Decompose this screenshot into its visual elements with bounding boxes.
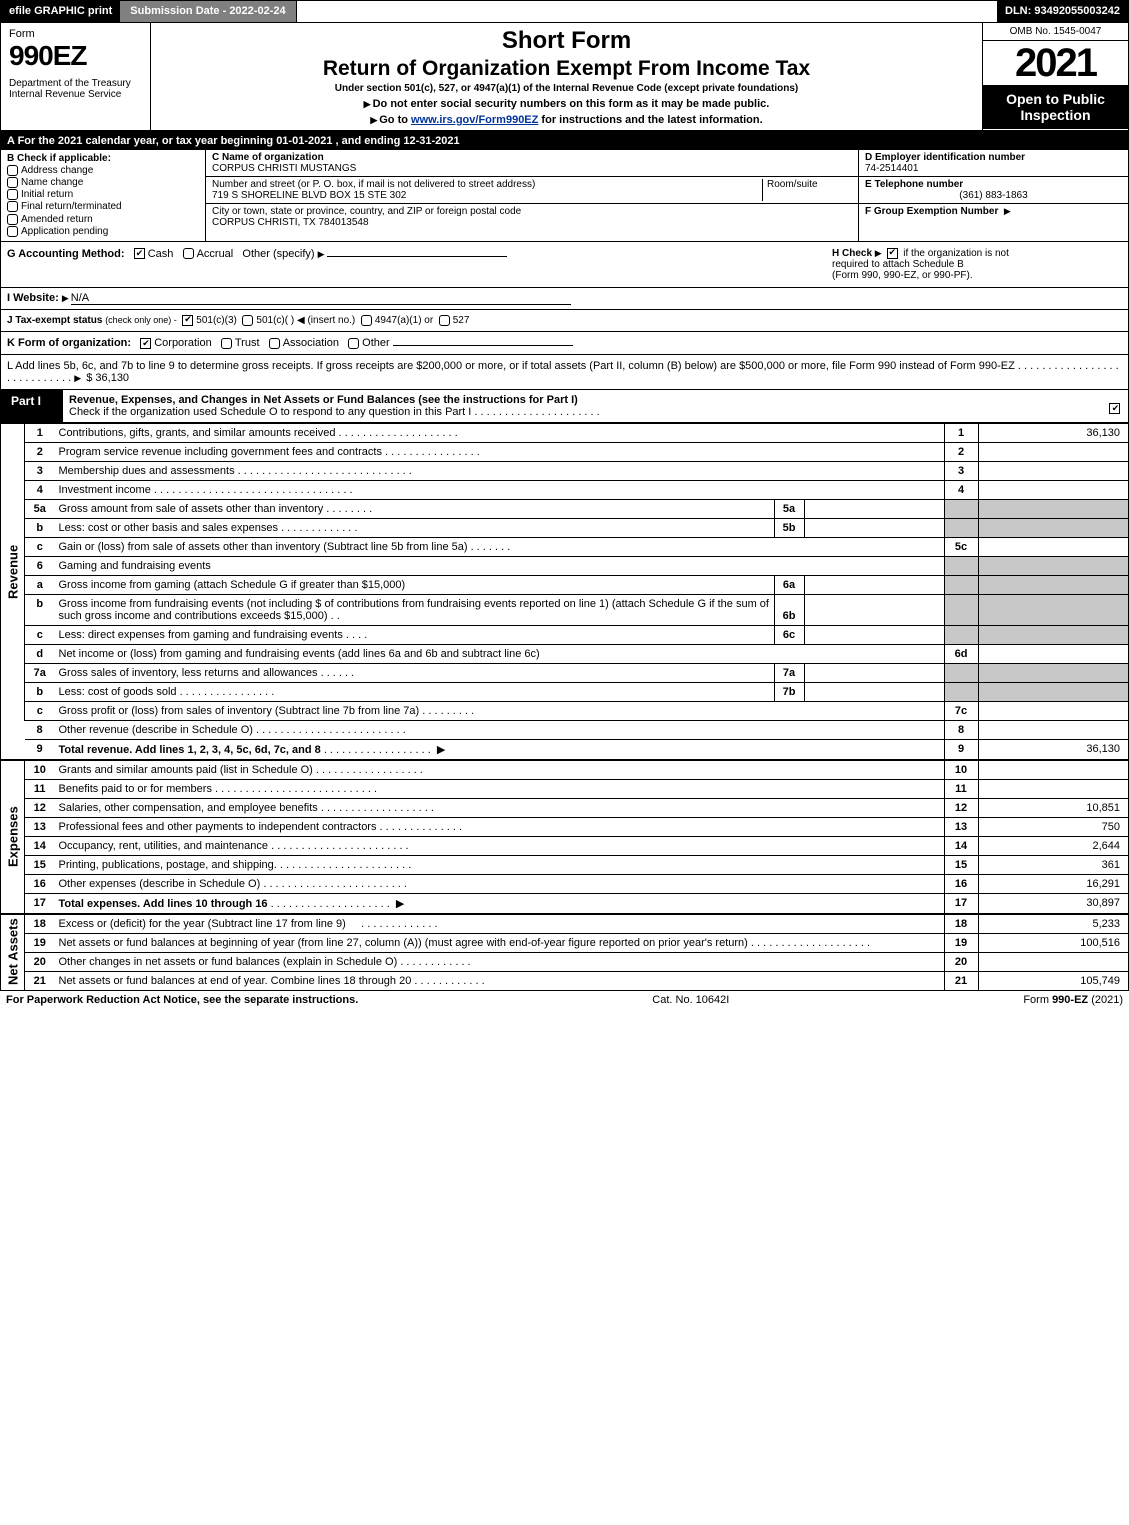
- header-middle: Short Form Return of Organization Exempt…: [151, 23, 983, 130]
- c-city-label: City or town, state or province, country…: [212, 206, 521, 217]
- line-13-value: 750: [978, 818, 1128, 837]
- c-street-label: Number and street (or P. O. box, if mail…: [212, 179, 535, 190]
- part-1-sub: Check if the organization used Schedule …: [69, 406, 471, 418]
- section-net-assets: Net Assets: [1, 914, 25, 990]
- header-right: OMB No. 1545-0047 2021 Open to Public In…: [983, 23, 1128, 130]
- efile-label: efile GRAPHIC print: [1, 1, 120, 22]
- ein: 74-2514401: [865, 163, 918, 174]
- omb-number: OMB No. 1545-0047: [983, 23, 1128, 41]
- goto-note: Go to www.irs.gov/Form990EZ for instruct…: [159, 114, 974, 126]
- page-footer: For Paperwork Reduction Act Notice, see …: [0, 991, 1129, 1009]
- chk-application-pending[interactable]: Application pending: [7, 226, 199, 237]
- line-21-value: 105,749: [978, 972, 1128, 991]
- goto-pre: Go to: [379, 114, 411, 126]
- d-label: D Employer identification number: [865, 152, 1025, 163]
- chk-association[interactable]: [269, 338, 280, 349]
- spacer: [297, 1, 997, 22]
- submission-date: Submission Date - 2022-02-24: [120, 1, 296, 22]
- section-revenue: Revenue: [1, 424, 25, 721]
- section-c: C Name of organizationCORPUS CHRISTI MUS…: [206, 150, 858, 241]
- org-street: 719 S SHORELINE BLVD BOX 15 STE 302: [212, 190, 406, 201]
- chk-accrual[interactable]: [183, 248, 194, 259]
- chk-corporation[interactable]: [140, 338, 151, 349]
- chk-initial-return[interactable]: Initial return: [7, 189, 199, 200]
- line-16-value: 16,291: [978, 875, 1128, 894]
- chk-trust[interactable]: [221, 338, 232, 349]
- chk-527[interactable]: [439, 315, 450, 326]
- chk-name-change[interactable]: Name change: [7, 177, 199, 188]
- chk-final-return[interactable]: Final return/terminated: [7, 201, 199, 212]
- part-1-tag: Part I: [1, 390, 63, 422]
- row-a-tax-year: A For the 2021 calendar year, or tax yea…: [1, 132, 1128, 150]
- section-expenses: Expenses: [1, 760, 25, 914]
- part-1-checkbox[interactable]: [1104, 390, 1128, 422]
- form-990ez: efile GRAPHIC print Submission Date - 20…: [0, 0, 1129, 991]
- c-name-label: C Name of organization: [212, 152, 324, 163]
- tax-year: 2021: [983, 41, 1128, 85]
- header-left: Form 990EZ Department of the Treasury In…: [1, 23, 151, 130]
- l-value: $ 36,130: [86, 372, 129, 384]
- chk-501c3[interactable]: [182, 315, 193, 326]
- chk-501c[interactable]: [242, 315, 253, 326]
- line-9-value: 36,130: [978, 740, 1128, 761]
- chk-h[interactable]: [887, 248, 898, 259]
- b-title: B Check if applicable:: [7, 153, 199, 164]
- row-j-tax-exempt: J Tax-exempt status (check only one) - 5…: [1, 310, 1128, 332]
- telephone: (361) 883-1863: [865, 190, 1122, 201]
- chk-4947[interactable]: [361, 315, 372, 326]
- h-line3: (Form 990, 990-EZ, or 990-PF).: [832, 270, 973, 281]
- line-14-value: 2,644: [978, 837, 1128, 856]
- department: Department of the Treasury Internal Reve…: [9, 78, 142, 100]
- l-text: L Add lines 5b, 6c, and 7b to line 9 to …: [7, 360, 1015, 372]
- footer-cat-no: Cat. No. 10642I: [652, 994, 729, 1006]
- footer-left: For Paperwork Reduction Act Notice, see …: [6, 994, 358, 1006]
- short-form-title: Short Form: [159, 27, 974, 55]
- open-inspection: Open to Public Inspection: [983, 85, 1128, 129]
- goto-post: for instructions and the latest informat…: [538, 114, 762, 126]
- line-15-value: 361: [978, 856, 1128, 875]
- org-name: CORPUS CHRISTI MUSTANGS: [212, 163, 356, 174]
- part-1-title: Revenue, Expenses, and Changes in Net As…: [63, 390, 1104, 422]
- h-line2: required to attach Schedule B: [832, 259, 964, 270]
- line-1-value: 36,130: [978, 424, 1128, 443]
- h-label: H Check: [832, 248, 872, 259]
- dln: DLN: 93492055003242: [997, 1, 1128, 22]
- irs-link[interactable]: www.irs.gov/Form990EZ: [411, 114, 538, 126]
- part-1-header: Part I Revenue, Expenses, and Changes in…: [1, 390, 1128, 423]
- chk-other-org[interactable]: [348, 338, 359, 349]
- room-suite: Room/suite: [762, 179, 852, 201]
- row-i-website: I Website: N/A: [1, 288, 1128, 310]
- website-value: N/A: [71, 292, 89, 304]
- i-label: I Website:: [7, 292, 59, 304]
- form-label: Form: [9, 28, 142, 40]
- f-label: F Group Exemption Number: [865, 206, 998, 217]
- form-header: Form 990EZ Department of the Treasury In…: [1, 23, 1128, 132]
- row-k-form-org: K Form of organization: Corporation Trus…: [1, 332, 1128, 355]
- footer-right: Form 990-EZ (2021): [1023, 994, 1123, 1006]
- g-label: G Accounting Method:: [7, 248, 125, 260]
- row-g-h: G Accounting Method: Cash Accrual Other …: [1, 242, 1128, 288]
- block-b-through-f: B Check if applicable: Address change Na…: [1, 150, 1128, 242]
- line-12-value: 10,851: [978, 799, 1128, 818]
- under-section: Under section 501(c), 527, or 4947(a)(1)…: [159, 83, 974, 94]
- no-ssn-text: Do not enter social security numbers on …: [373, 98, 770, 110]
- e-label: E Telephone number: [865, 179, 963, 190]
- line-19-value: 100,516: [978, 934, 1128, 953]
- part-1-table: Revenue 1Contributions, gifts, grants, a…: [1, 423, 1128, 990]
- chk-address-change[interactable]: Address change: [7, 165, 199, 176]
- org-city: CORPUS CHRISTI, TX 784013548: [212, 217, 369, 228]
- chk-cash[interactable]: [134, 248, 145, 259]
- line-18-value: 5,233: [978, 914, 1128, 934]
- return-title: Return of Organization Exempt From Incom…: [159, 57, 974, 81]
- section-b: B Check if applicable: Address change Na…: [1, 150, 206, 241]
- no-ssn-note: Do not enter social security numbers on …: [159, 98, 974, 110]
- line-17-value: 30,897: [978, 894, 1128, 915]
- row-l-gross-receipts: L Add lines 5b, 6c, and 7b to line 9 to …: [1, 355, 1128, 390]
- form-number: 990EZ: [9, 40, 142, 72]
- section-d-e-f: D Employer identification number74-25144…: [858, 150, 1128, 241]
- k-label: K Form of organization:: [7, 337, 131, 349]
- chk-amended-return[interactable]: Amended return: [7, 214, 199, 225]
- top-bar: efile GRAPHIC print Submission Date - 20…: [1, 1, 1128, 23]
- j-label: J Tax-exempt status: [7, 315, 102, 326]
